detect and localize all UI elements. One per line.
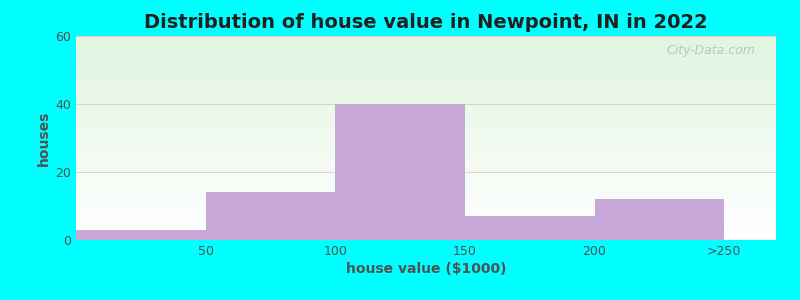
Bar [465,216,594,240]
Text: City-Data.com: City-Data.com [666,44,755,57]
Bar [335,104,465,240]
Bar [76,230,206,240]
Y-axis label: houses: houses [37,110,51,166]
Bar [206,192,335,240]
Bar [594,199,724,240]
X-axis label: house value ($1000): house value ($1000) [346,262,506,276]
Title: Distribution of house value in Newpoint, IN in 2022: Distribution of house value in Newpoint,… [144,13,708,32]
